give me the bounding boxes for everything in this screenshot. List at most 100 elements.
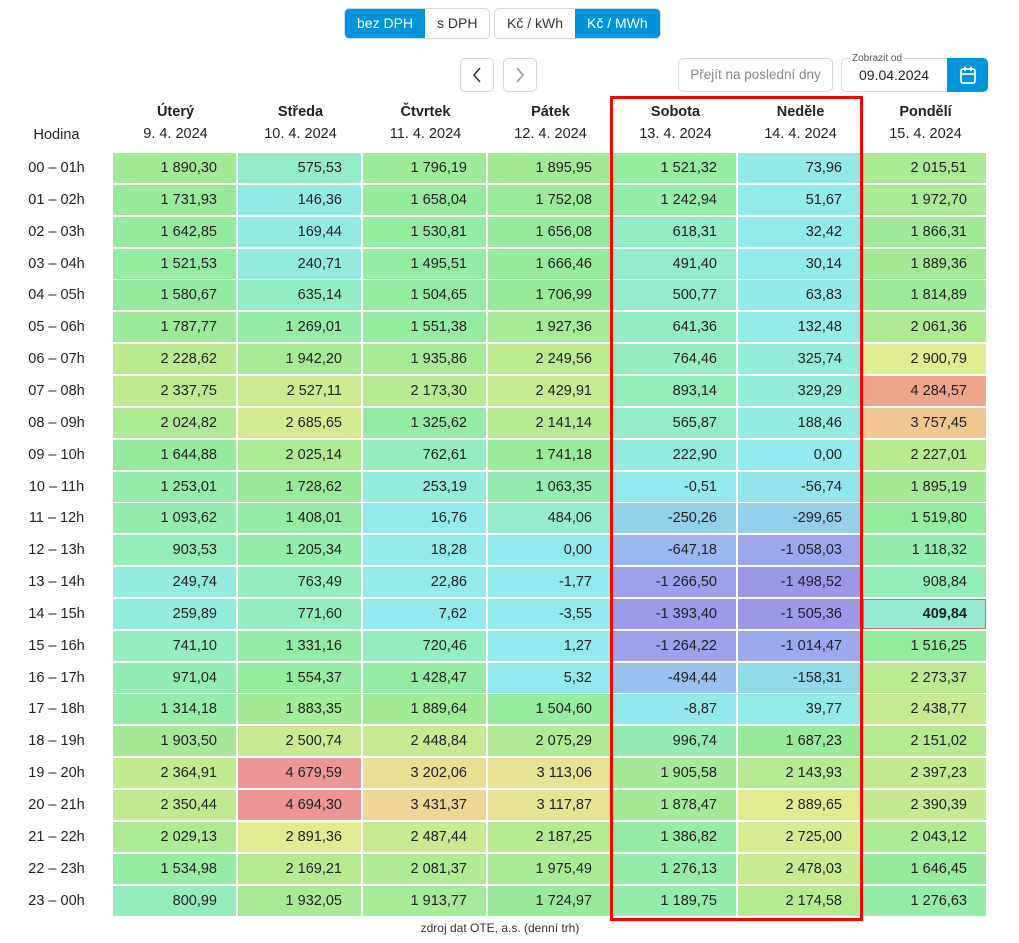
price-cell: 1 519,80 xyxy=(863,503,986,534)
price-cell: 2 685,65 xyxy=(238,407,361,438)
price-cell: 253,19 xyxy=(363,471,486,502)
table-row: 23 – 00h 800,99 1 932,05 1 913,77 1 724,97 1 … xyxy=(0,885,990,918)
price-cell: 1 093,62 xyxy=(113,503,236,534)
goto-latest-button[interactable]: Přejít na poslední dny xyxy=(678,58,833,92)
price-cell: -8,87 xyxy=(613,694,736,725)
unit-kwh-button[interactable]: Kč / kWh xyxy=(495,9,576,38)
price-cell: 1 530,81 xyxy=(363,216,486,247)
table-row: 17 – 18h 1 314,18 1 883,35 1 889,64 1 504,60… xyxy=(0,694,990,726)
price-cell: 908,84 xyxy=(863,567,986,598)
price-cell: 2 725,00 xyxy=(738,821,861,852)
table-row: 05 – 06h 1 787,77 1 269,01 1 551,38 1 927,36… xyxy=(0,312,990,344)
price-cell: 1 975,49 xyxy=(488,853,611,884)
price-cell: 2 141,14 xyxy=(488,407,611,438)
price-cell: 3 431,37 xyxy=(363,790,486,820)
date-from-input[interactable]: Zobrazit od 09.04.2024 xyxy=(841,53,949,92)
price-cell: 1 905,58 xyxy=(613,758,736,789)
price-cell: 30,14 xyxy=(738,248,861,279)
unit-toggle[interactable]: Kč / kWh Kč / MWh xyxy=(494,8,661,39)
price-cell: 1 889,64 xyxy=(363,694,486,725)
hour-label: 18 – 19h xyxy=(28,733,85,750)
next-button[interactable] xyxy=(503,58,537,92)
hour-label: 11 – 12h xyxy=(28,510,85,527)
price-cell: 2 043,12 xyxy=(863,821,986,852)
price-cell: 491,40 xyxy=(613,248,736,279)
price-cell: 5,32 xyxy=(488,662,611,693)
table-row: 10 – 11h 1 253,01 1 728,62 253,19 1 063,35 -0… xyxy=(0,471,990,504)
price-cell: 249,74 xyxy=(113,567,236,598)
table-row: 03 – 04h 1 521,53 240,71 1 495,51 1 666,46 49… xyxy=(0,248,990,281)
price-cell: 1 189,75 xyxy=(613,885,736,916)
table-row: 07 – 08h 2 337,75 2 527,11 2 173,30 2 429,91… xyxy=(0,375,990,408)
price-cell: 1 890,30 xyxy=(113,153,236,183)
price-cell: 1 205,34 xyxy=(238,535,361,566)
price-cell: -1 058,03 xyxy=(738,535,861,566)
price-cell: 2 249,56 xyxy=(488,344,611,375)
price-cell: 1 495,51 xyxy=(363,248,486,279)
price-cell: 2 527,11 xyxy=(238,375,361,406)
price-cell: 1 706,99 xyxy=(488,280,611,311)
hour-label: 15 – 16h xyxy=(28,637,85,654)
hour-label: 01 – 02h xyxy=(28,191,85,208)
table-row: 14 – 15h 259,89 771,60 7,62 -3,55 -1 393,40 -1… xyxy=(0,598,990,631)
price-cell: 1 551,38 xyxy=(363,312,486,343)
day-date: 11. 4. 2024 xyxy=(389,126,462,142)
price-cell: 2 024,82 xyxy=(113,407,236,438)
price-cell: -158,31 xyxy=(738,662,861,693)
hour-label: 13 – 14h xyxy=(28,574,85,591)
table-row: 02 – 03h 1 642,85 169,44 1 530,81 1 656,08 61… xyxy=(0,216,990,249)
price-cell: 329,29 xyxy=(738,375,861,406)
hour-label: 04 – 05h xyxy=(28,287,85,304)
day-name: Sobota xyxy=(650,104,701,120)
price-cell: 903,53 xyxy=(113,535,236,566)
calendar-button[interactable] xyxy=(947,58,988,92)
price-cell: 1 878,47 xyxy=(613,790,736,820)
price-cell: 1 752,08 xyxy=(488,184,611,215)
table-row: 19 – 20h 2 364,91 4 679,59 3 202,06 3 113,06… xyxy=(0,758,990,790)
price-cell: 1 504,65 xyxy=(363,280,486,311)
table-row: 09 – 10h 1 644,88 2 025,14 762,61 1 741,18 22… xyxy=(0,439,990,472)
price-cell: 2 029,13 xyxy=(113,821,236,852)
price-cell: 1 314,18 xyxy=(113,694,236,725)
price-cell: -1 264,22 xyxy=(613,630,736,661)
table-row: 13 – 14h 249,74 763,49 22,86 -1,77 -1 266,50-… xyxy=(0,567,990,599)
vat-toggle[interactable]: bez DPH s DPH xyxy=(344,8,491,39)
price-cell: 1 063,35 xyxy=(488,471,611,502)
price-cell: 1 554,37 xyxy=(238,662,361,693)
price-cell: 1 942,20 xyxy=(238,344,361,375)
day-header: Čtvrtek 11. 4. 2024 xyxy=(363,104,488,142)
hour-label: 19 – 20h xyxy=(28,765,85,782)
price-cell: 1 889,36 xyxy=(863,248,986,279)
price-cell: -1 014,47 xyxy=(738,630,861,661)
table-row: 15 – 16h 741,10 1 331,16 720,46 1,27 -1 264,2… xyxy=(0,630,990,663)
table-row: 21 – 22h 2 029,13 2 891,36 2 487,44 2 187,25… xyxy=(0,821,990,854)
with-vat-button[interactable]: s DPH xyxy=(425,9,490,38)
hour-column-header: Hodina xyxy=(33,127,80,143)
day-name: Pátek xyxy=(531,104,570,120)
price-cell: 2 397,23 xyxy=(863,758,986,789)
price-cell: 2 889,65 xyxy=(738,790,861,820)
table-row: 22 – 23h 1 534,98 2 169,21 2 081,37 1 975,49… xyxy=(0,853,990,886)
table-row: 01 – 02h 1 731,93 146,36 1 658,04 1 752,08 1 … xyxy=(0,184,990,217)
price-cell: 32,42 xyxy=(738,216,861,247)
price-cell: 1 331,16 xyxy=(238,630,361,661)
price-cell: -647,18 xyxy=(613,535,736,566)
price-cell: 73,96 xyxy=(738,153,861,183)
price-cell: 1 644,88 xyxy=(113,439,236,470)
day-date: 10. 4. 2024 xyxy=(264,126,337,142)
unit-mwh-button[interactable]: Kč / MWh xyxy=(575,9,660,38)
date-from-value[interactable]: 09.04.2024 xyxy=(859,67,930,83)
price-cell: 188,46 xyxy=(738,407,861,438)
day-date: 13. 4. 2024 xyxy=(639,126,712,142)
price-cell: 1 895,19 xyxy=(863,471,986,502)
price-cell: 1 276,63 xyxy=(863,885,986,916)
price-cell: 565,87 xyxy=(613,407,736,438)
price-cell: 0,00 xyxy=(738,439,861,470)
hour-label: 16 – 17h xyxy=(28,669,85,686)
previous-button[interactable] xyxy=(460,58,494,92)
table-row: 18 – 19h 1 903,50 2 500,74 2 448,84 2 075,29… xyxy=(0,726,990,758)
price-cell: 7,62 xyxy=(363,598,486,629)
without-vat-button[interactable]: bez DPH xyxy=(345,9,426,38)
price-cell: 259,89 xyxy=(113,598,236,629)
table-row: 06 – 07h 2 228,62 1 942,20 1 935,86 2 249,56… xyxy=(0,344,990,376)
